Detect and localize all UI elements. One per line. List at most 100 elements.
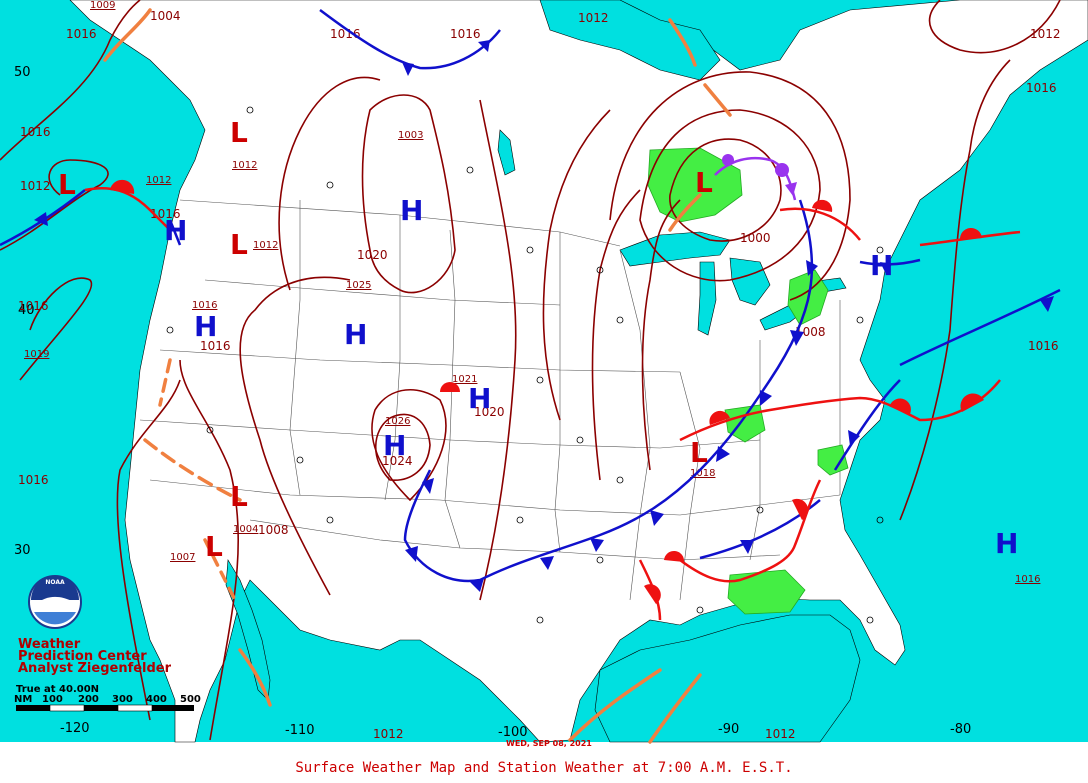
- isobar: [19, 277, 93, 381]
- scale-tick-label: 100: [42, 694, 63, 705]
- trough-line: [703, 83, 732, 117]
- occluded-front-symbol: [775, 163, 789, 177]
- warm-front-bump: [110, 179, 135, 194]
- isobar: [899, 59, 1011, 521]
- scale-tick-label: 300: [112, 694, 133, 705]
- central-pressure-label: 1019: [24, 349, 49, 360]
- scale-bar-segment: [84, 705, 118, 711]
- central-pressure-label: 1021: [452, 374, 477, 385]
- latitude-label: 40: [18, 303, 35, 318]
- scale-title: True at 40.00N: [16, 684, 99, 695]
- noaa-logo-text: NOAA: [45, 579, 65, 586]
- low-pressure-center: L: [230, 480, 248, 513]
- cold-front-barb: [790, 330, 804, 346]
- warm-front-line: [84, 186, 171, 231]
- high-pressure-center: H: [468, 382, 491, 415]
- trough-line: [203, 538, 237, 602]
- isobar: [639, 109, 821, 282]
- lake-winnipeg: [497, 129, 516, 176]
- scale-bar-segment: [49, 704, 85, 712]
- isobar-label: 1012: [578, 11, 609, 25]
- distance-scale: True at 40.00N NM 100 200 300 400 500: [14, 684, 201, 712]
- latitude-label: 30: [14, 543, 31, 558]
- map-date-stamp: WED, SEP 08, 2021: [506, 739, 592, 748]
- scale-tick-label: 200: [78, 694, 99, 705]
- isobar-label: 1016: [1028, 339, 1059, 353]
- trough-line: [648, 673, 702, 744]
- scale-bar-segment: [16, 705, 50, 711]
- trough-line: [668, 18, 697, 67]
- warm-front-bump: [959, 227, 982, 240]
- noaa-logo-sky: [31, 576, 79, 600]
- isobar-label: 1016: [200, 339, 231, 353]
- isobar-label: 1016: [20, 125, 51, 139]
- central-pressure-label: 1025: [346, 280, 371, 291]
- longitude-label: -100: [498, 725, 528, 740]
- warm-front-bump: [792, 498, 809, 520]
- station-marker: [166, 326, 174, 334]
- low-pressure-center: L: [205, 530, 223, 563]
- station-marker: [616, 316, 624, 324]
- isobar-label: 1012: [1030, 27, 1061, 41]
- station-marker: [596, 556, 604, 564]
- isobar: [361, 94, 456, 294]
- cold-front-barb: [716, 446, 730, 462]
- isobar-label: 1016: [66, 27, 97, 41]
- isobar-label: 1008: [795, 325, 826, 339]
- central-pressure-label: 1012: [146, 175, 171, 186]
- station-plots: [166, 106, 884, 624]
- cold-front-barb: [740, 540, 754, 554]
- station-marker: [296, 456, 304, 464]
- cold-front-barb: [34, 212, 48, 226]
- isobars: [0, 0, 1061, 741]
- high-pressure-center: H: [164, 214, 187, 247]
- precipitation-area: [817, 444, 849, 476]
- station-marker: [326, 181, 334, 189]
- isobar-label: 1008: [258, 523, 289, 537]
- station-marker: [206, 426, 214, 434]
- precipitation-area: [647, 147, 743, 223]
- occluded-front-symbols: [722, 154, 797, 196]
- credit-line: Weather: [18, 637, 81, 652]
- isobar: [116, 379, 181, 721]
- central-pressure-label: 1004: [233, 524, 258, 535]
- high-pressure-center: H: [194, 310, 217, 343]
- isobar: [542, 109, 611, 421]
- cold-front-barb: [470, 578, 484, 592]
- noaa-logo-sea: [34, 612, 76, 625]
- cold-front-line: [833, 379, 901, 471]
- noaa-logo: NOAA: [28, 575, 82, 629]
- station-marker: [536, 376, 544, 384]
- station-marker: [326, 516, 334, 524]
- precipitation-area: [724, 404, 766, 443]
- longitude-label: -110: [285, 723, 315, 738]
- station-marker: [466, 166, 474, 174]
- warm-front-line: [679, 379, 1001, 442]
- scale-tick-label: 400: [146, 694, 167, 705]
- north-america-landmass: [69, 0, 1088, 743]
- longitude-label: -80: [950, 722, 971, 737]
- isobar-label: 1016: [18, 299, 49, 313]
- isobar: [669, 138, 782, 242]
- isobar: [179, 359, 240, 741]
- warm-front-bumps: [110, 179, 984, 604]
- central-pressure-label: 1012: [232, 160, 257, 171]
- political-borders: [139, 199, 841, 601]
- caption-strip: [0, 742, 1088, 783]
- central-pressure-label: 1016: [192, 300, 217, 311]
- cold-front-barb: [760, 390, 772, 406]
- isobar: [278, 76, 381, 291]
- cold-front-line: [168, 219, 182, 246]
- cold-front-line: [899, 288, 1061, 367]
- warm-front-bump: [440, 382, 460, 392]
- cold-front-line: [319, 8, 501, 70]
- credit-line: Prediction Center: [18, 649, 147, 664]
- station-marker: [866, 616, 874, 624]
- cold-front-barb: [650, 510, 664, 526]
- isobar: [928, 0, 1061, 54]
- isobar-label: 1004: [150, 9, 181, 23]
- cold-front-barb: [405, 546, 418, 562]
- central-pressure-label: 1016: [1015, 574, 1040, 585]
- gulf-of-mexico: [594, 614, 861, 743]
- isobar-label: 1012: [765, 727, 796, 741]
